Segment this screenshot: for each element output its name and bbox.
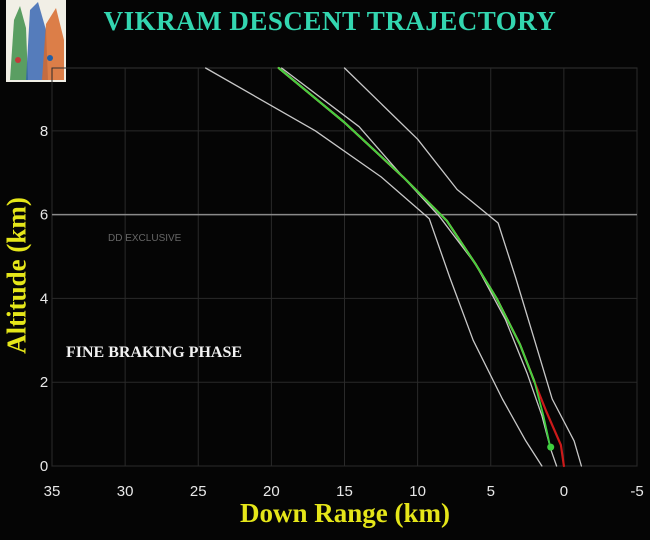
x-tick-label: 15 <box>336 483 353 500</box>
x-tick-label: 0 <box>560 483 568 500</box>
chart-title: VIKRAM DESCENT TRAJECTORY <box>103 6 557 36</box>
y-tick-label: 0 <box>40 458 48 475</box>
watermark: DD EXCLUSIVE <box>108 233 182 244</box>
series-line-nominal-outer <box>204 67 543 467</box>
y-tick-label: 4 <box>40 290 48 307</box>
y-tick-label: 8 <box>40 123 48 140</box>
series-line-upper-bound <box>280 67 558 467</box>
y-axis-label: Altitude (km) <box>1 197 32 354</box>
series-line-planned <box>277 66 536 384</box>
series-line-deviation <box>533 381 565 468</box>
series-line-outer-right <box>343 67 583 467</box>
y-tick-label: 6 <box>40 207 48 224</box>
phase-annotation: FINE BRAKING PHASE <box>66 344 243 361</box>
x-tick-label: 30 <box>117 483 134 500</box>
x-tick-label: -5 <box>630 483 643 500</box>
x-tick-label: 10 <box>409 483 426 500</box>
x-tick-label: 35 <box>44 483 61 500</box>
y-tick-label: 2 <box>40 374 48 391</box>
x-tick-label: 20 <box>263 483 280 500</box>
series-line-actual <box>277 67 552 451</box>
x-axis-label: Down Range (km) <box>239 498 450 528</box>
x-tick-label: 5 <box>487 483 495 500</box>
channel-logo <box>6 0 66 82</box>
lander-position-marker <box>547 443 555 451</box>
x-tick-label: 25 <box>190 483 207 500</box>
